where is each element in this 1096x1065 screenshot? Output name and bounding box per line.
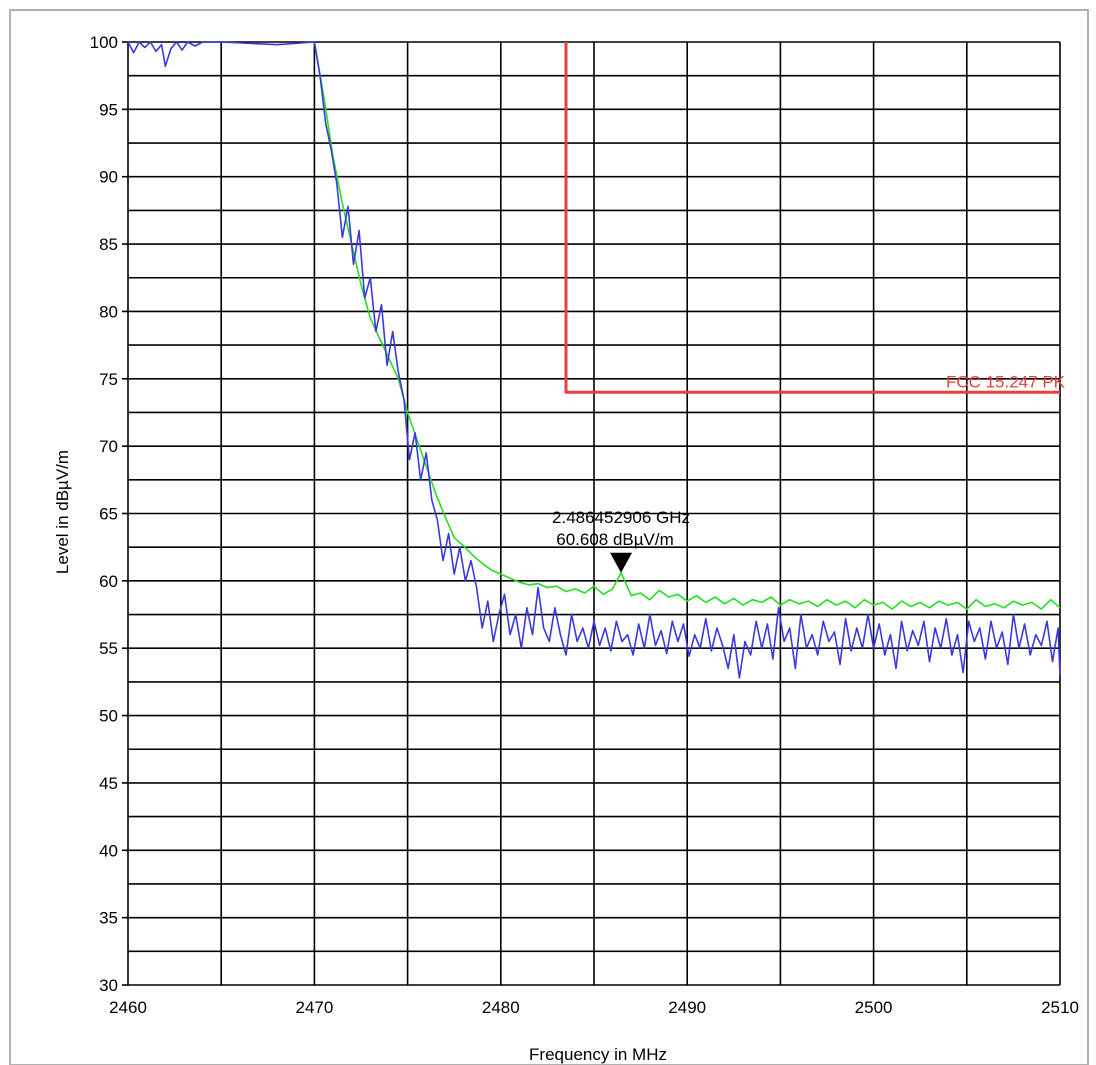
y-tick-label: 95 — [99, 100, 118, 119]
y-tick-label: 35 — [99, 909, 118, 928]
series-line-2 — [127, 41, 1061, 679]
tick-labels: 30 35 40 45 50 55 60 65 70 75 80 85 90 95 100 2460 2470 2… — [90, 33, 1079, 1017]
y-tick-label: 80 — [99, 302, 118, 321]
y-tick-label: 100 — [90, 33, 118, 52]
marker-triangle — [610, 552, 633, 573]
y-tick-label: 75 — [99, 370, 118, 389]
marker-group — [610, 552, 633, 573]
y-tick-label: 90 — [99, 168, 118, 187]
y-tick-label: 70 — [99, 437, 118, 456]
y-tick-label: 65 — [99, 505, 118, 524]
x-tick-label: 2490 — [668, 998, 706, 1017]
marker-frequency-label: 2.486452906 GHz — [552, 508, 690, 527]
x-tick-label: 2500 — [855, 998, 893, 1017]
x-tick-label: 2460 — [109, 998, 147, 1017]
y-axis-label: Level in dBµV/m — [53, 450, 72, 574]
y-tick-label: 30 — [99, 976, 118, 995]
limit-line — [564, 42, 1060, 394]
y-tick-label: 40 — [99, 841, 118, 860]
y-tick-label: 45 — [99, 774, 118, 793]
limit-line-label: FCC 15.247 PK — [946, 372, 1066, 391]
y-tick-label: 50 — [99, 707, 118, 726]
y-tick-label: 60 — [99, 572, 118, 591]
grid — [122, 41, 1061, 986]
series-group — [127, 41, 1061, 679]
limit-line-group — [564, 42, 1060, 394]
y-tick-label: 85 — [99, 235, 118, 254]
x-tick-label: 2480 — [482, 998, 520, 1017]
series-line-1 — [313, 41, 1061, 610]
marker-level-label: 60.608 dBµV/m — [556, 530, 674, 549]
x-tick-label: 2470 — [295, 998, 333, 1017]
y-tick-label: 55 — [99, 639, 118, 658]
x-tick-label: 2510 — [1041, 998, 1079, 1017]
frame-border — [9, 9, 1089, 1065]
x-axis-label: Frequency in MHz — [529, 1045, 667, 1064]
